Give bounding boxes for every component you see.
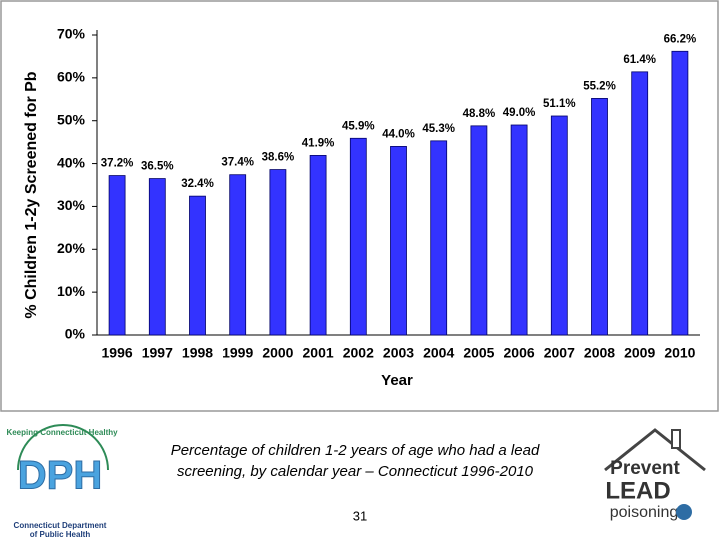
- y-tick-label: 40%: [57, 154, 86, 170]
- x-tick-label: 2002: [343, 345, 374, 361]
- y-axis-title: % Children 1-2y Screened for Pb: [23, 71, 40, 318]
- x-tick-label: 2007: [544, 345, 575, 361]
- bar: [430, 140, 448, 336]
- bar: [591, 98, 608, 336]
- logo-mark: DPH: [18, 454, 102, 498]
- value-label: 32.4%: [181, 178, 214, 190]
- x-tick-label: 1999: [222, 345, 253, 361]
- caption: Percentage of children 1-2 years of age …: [170, 442, 540, 480]
- dph-logo: Keeping Connecticut Healthy DPH Connecti…: [6, 424, 118, 539]
- y-tick-label: 70%: [57, 26, 86, 42]
- bar: [108, 175, 126, 336]
- prevent-lead-logo: Prevent LEAD poisoning: [604, 428, 706, 521]
- y-tick-label: 50%: [57, 111, 86, 127]
- bar: [510, 124, 528, 336]
- value-label: 37.4%: [221, 157, 254, 169]
- y-tick-label: 10%: [57, 283, 86, 299]
- bar: [309, 155, 327, 336]
- bar: [631, 71, 649, 336]
- logo-tagline: Keeping Connecticut Healthy: [6, 428, 118, 437]
- value-label: 41.9%: [302, 137, 335, 149]
- x-tick-label: 1997: [142, 345, 173, 361]
- value-label: 66.2%: [664, 33, 697, 45]
- x-axis-title: Year: [381, 372, 413, 389]
- house-chimney: [671, 429, 681, 449]
- bar: [470, 125, 488, 336]
- value-label: 38.6%: [262, 152, 295, 164]
- bar: [269, 169, 287, 336]
- bar: [148, 178, 166, 336]
- x-tick-label: 2003: [383, 345, 414, 361]
- x-tick-label: 2000: [262, 345, 293, 361]
- logo-text: Prevent: [610, 458, 680, 479]
- logo-hand: [676, 504, 692, 520]
- logo-text: poisoning: [610, 504, 679, 521]
- bar: [349, 137, 367, 336]
- x-tick-label: 2009: [624, 345, 655, 361]
- x-tick-label: 2005: [463, 345, 494, 361]
- y-tick-label: 30%: [57, 197, 86, 213]
- value-label: 37.2%: [101, 158, 134, 170]
- bar: [390, 146, 407, 336]
- y-tick-label: 0%: [65, 326, 86, 342]
- page-number: 31: [353, 508, 367, 523]
- house-roof: [604, 428, 706, 472]
- bar: [550, 115, 568, 336]
- logo-arc: [17, 424, 109, 471]
- bar: [189, 195, 206, 336]
- y-tick-label: 20%: [57, 240, 86, 256]
- logo-org: of Public Health: [30, 530, 91, 539]
- value-label: 36.5%: [141, 161, 174, 173]
- y-tick-label: 60%: [57, 69, 86, 85]
- x-tick-label: 1996: [102, 345, 133, 361]
- bar: [671, 50, 689, 336]
- value-label: 55.2%: [583, 80, 616, 92]
- bar: [229, 174, 247, 336]
- value-label: 51.1%: [543, 98, 576, 110]
- x-tick-label: 2006: [504, 345, 535, 361]
- value-label: 61.4%: [623, 54, 656, 66]
- value-label: 45.9%: [342, 120, 375, 132]
- logo-text: LEAD: [605, 477, 670, 504]
- value-label: 48.8%: [463, 108, 496, 120]
- value-label: 45.3%: [422, 123, 455, 135]
- value-label: 49.0%: [503, 107, 536, 119]
- x-tick-label: 2004: [423, 345, 454, 361]
- x-tick-label: 2010: [664, 345, 695, 361]
- x-tick-label: 2008: [584, 345, 615, 361]
- x-tick-label: 1998: [182, 345, 213, 361]
- x-tick-label: 2001: [303, 345, 334, 361]
- logo-org: Connecticut Department: [14, 521, 107, 530]
- value-label: 44.0%: [382, 128, 415, 140]
